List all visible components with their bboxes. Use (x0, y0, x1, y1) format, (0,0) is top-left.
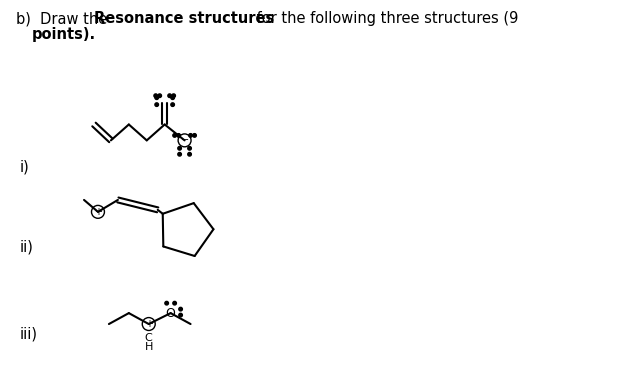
Text: ii): ii) (19, 239, 33, 254)
Text: points).: points). (31, 27, 96, 42)
Text: C: C (145, 333, 153, 343)
Circle shape (154, 94, 157, 97)
Circle shape (165, 301, 168, 305)
Circle shape (179, 308, 182, 311)
Text: O: O (166, 307, 176, 320)
Circle shape (193, 134, 196, 137)
Text: H: H (145, 342, 153, 352)
Circle shape (171, 103, 175, 107)
Circle shape (171, 96, 175, 99)
Circle shape (189, 134, 192, 137)
Text: −: − (180, 135, 189, 146)
Circle shape (178, 152, 182, 156)
Circle shape (172, 94, 175, 97)
Circle shape (173, 301, 176, 305)
Circle shape (179, 313, 182, 317)
Text: iii): iii) (19, 327, 38, 342)
Circle shape (177, 134, 180, 137)
Circle shape (158, 94, 162, 97)
Text: +: + (94, 207, 102, 217)
Circle shape (173, 134, 176, 137)
Circle shape (188, 147, 191, 150)
Text: i): i) (19, 160, 29, 175)
Circle shape (155, 96, 159, 99)
Circle shape (188, 152, 191, 156)
Circle shape (178, 147, 182, 150)
Text: Resonance structures: Resonance structures (94, 11, 275, 26)
Circle shape (155, 103, 159, 107)
Circle shape (168, 94, 171, 97)
Text: for the following three structures (9: for the following three structures (9 (252, 11, 519, 26)
Text: +: + (145, 319, 153, 329)
Text: b)  Draw the: b) Draw the (17, 11, 112, 26)
